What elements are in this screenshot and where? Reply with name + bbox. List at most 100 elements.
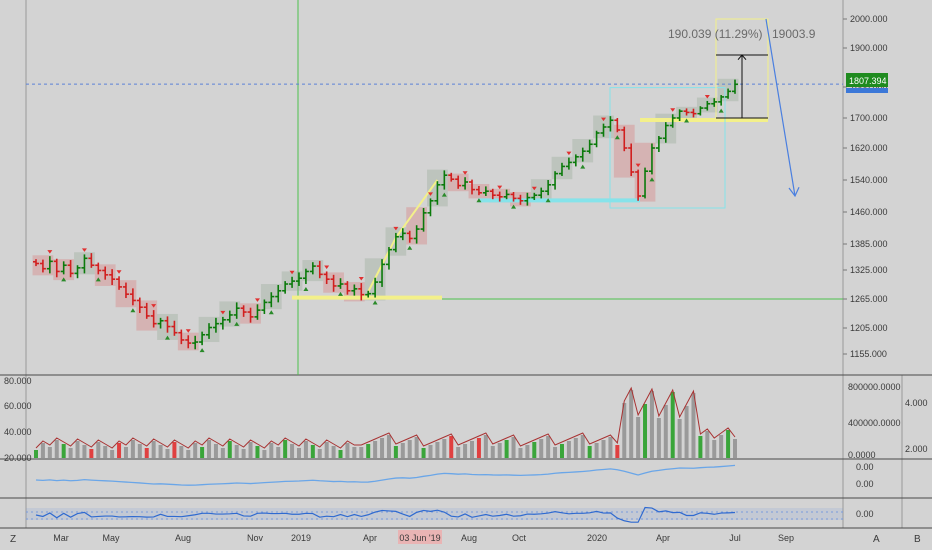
volume-bar — [234, 445, 239, 458]
volume-bar — [456, 447, 461, 458]
down-marker — [393, 226, 399, 231]
volume-bar — [470, 441, 475, 458]
indicator2-tick: 0.00 — [856, 509, 874, 519]
volume-bar — [463, 444, 468, 458]
drawings-layer[interactable] — [26, 18, 843, 300]
indicator2-band — [26, 508, 843, 520]
time-label: May — [102, 533, 120, 543]
down-marker — [635, 163, 641, 168]
volume-bar — [227, 441, 232, 458]
up-marker — [164, 335, 170, 340]
indicator-pane-2[interactable]: 0.00 — [26, 506, 874, 523]
volume-bar — [117, 443, 122, 458]
up-marker — [130, 308, 136, 313]
volume-bar — [345, 443, 350, 458]
price-tick-label: 1205.000 — [850, 323, 888, 333]
current-price-tag-accent — [846, 88, 888, 93]
volume-bar — [580, 435, 585, 458]
volume-bar — [407, 440, 412, 458]
price-tick-label: 1900.000 — [850, 43, 888, 53]
volume-bar — [629, 390, 634, 458]
volume-bar — [733, 439, 737, 458]
auto-scale-button[interactable]: A — [873, 534, 880, 545]
down-marker — [670, 108, 676, 112]
volume-bar — [511, 437, 516, 458]
down-marker — [704, 94, 710, 99]
volume-bar — [594, 443, 599, 458]
volume-bar — [61, 444, 66, 458]
time-highlight-box — [398, 530, 442, 544]
volume-bar — [144, 448, 149, 458]
time-label: Oct — [512, 533, 527, 543]
measure-label-percent: 190.039 (11.29%) — [668, 27, 763, 41]
measure-label-points: 19003.9 — [772, 27, 816, 41]
volume-bar — [490, 446, 495, 458]
volume-bar — [449, 436, 454, 458]
time-label: Jul — [729, 533, 741, 543]
time-label: Apr — [363, 533, 377, 543]
up-marker — [614, 135, 620, 140]
price-tick-label: 1460.000 — [850, 207, 888, 217]
volume-bar — [705, 431, 710, 458]
toolbar-z-button[interactable]: Z — [10, 534, 16, 545]
up-marker — [684, 118, 690, 123]
price-tick-label: 1325.000 — [850, 265, 888, 275]
indicator1-line — [35, 464, 736, 486]
volume-bar — [649, 391, 654, 458]
volume-bar — [719, 435, 724, 458]
volume-ma-line — [35, 386, 736, 449]
volume-bar — [670, 392, 675, 458]
volume-bar — [352, 447, 357, 458]
volume-bar — [290, 444, 295, 458]
up-marker — [372, 300, 378, 305]
volume-bar — [283, 440, 288, 458]
cyan-frame — [609, 87, 726, 209]
time-label: Mar — [53, 533, 69, 543]
volume-bar — [207, 440, 212, 458]
time-highlight-label: 03 Jun '19 — [399, 533, 440, 543]
volume-right-tick: 400000.0000 — [848, 418, 901, 428]
volume-bar — [573, 438, 578, 458]
scale-b-button[interactable]: B — [914, 534, 921, 545]
volume-bar — [608, 437, 613, 458]
down-marker — [427, 192, 433, 196]
volume-bar — [421, 448, 426, 458]
down-marker — [566, 151, 572, 156]
price-tick-label: 1620.000 — [850, 143, 888, 153]
volume-bar — [110, 450, 115, 458]
volume-bar — [82, 445, 87, 458]
up-marker — [718, 108, 724, 113]
time-label: 2020 — [587, 533, 607, 543]
indicator-pane-1[interactable]: 0.00 0.00 — [35, 462, 874, 489]
up-marker — [95, 277, 101, 282]
candle-series[interactable] — [33, 79, 738, 353]
indicator2-line — [35, 506, 736, 523]
price-tick-label: 1540.000 — [850, 175, 888, 185]
down-marker — [601, 117, 607, 122]
volume-bar — [262, 450, 267, 458]
volume-right-tick: 800000.0000 — [848, 382, 901, 392]
volume-bar — [331, 446, 336, 458]
volume-bar — [636, 417, 641, 458]
down-marker — [254, 298, 260, 302]
volume-bar — [601, 440, 606, 458]
up-marker — [407, 245, 413, 250]
indicator1-tick: 0.00 — [856, 479, 874, 489]
time-axis[interactable]: Mar May Aug Nov 2019 Apr Aug Oct 2020 Apr Jul Sep 03… — [53, 530, 794, 544]
volume-bar — [276, 447, 281, 458]
volume-bar — [400, 443, 405, 458]
indicator1-tick: 0.00 — [856, 462, 874, 472]
down-marker — [47, 250, 53, 254]
volume-bar — [698, 436, 703, 458]
volume-bar — [622, 403, 627, 458]
volume-bar — [532, 442, 537, 458]
volume-pane[interactable]: 80.000 60.000 40.000 20.000 800000.0000 40000… — [4, 376, 928, 463]
up-marker — [545, 198, 551, 203]
volume-bar — [269, 443, 274, 458]
volume-bar — [96, 442, 101, 458]
volume-bar — [165, 449, 170, 458]
down-marker — [81, 248, 87, 252]
